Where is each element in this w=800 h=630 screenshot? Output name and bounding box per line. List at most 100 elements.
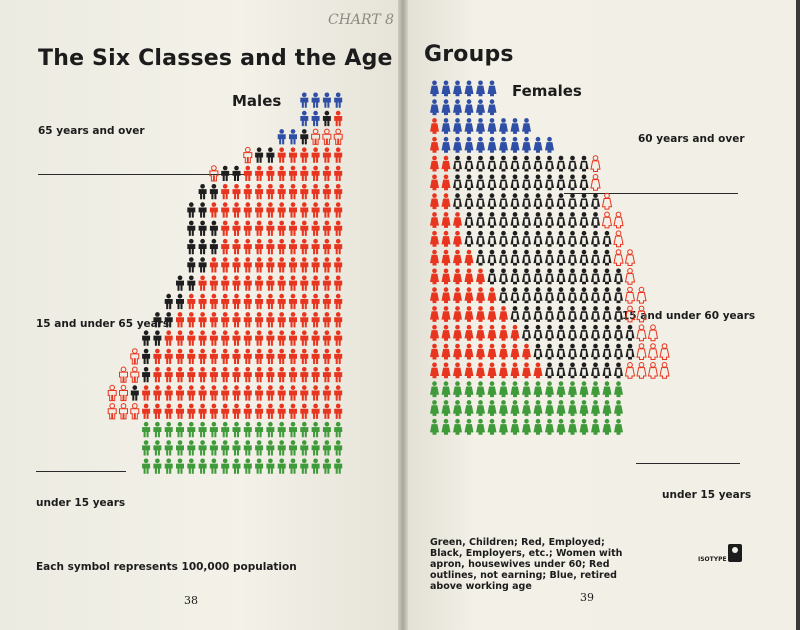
male-symbol-employed (322, 293, 331, 310)
female-symbol-employed (430, 324, 439, 341)
male-symbol-employed (277, 293, 286, 310)
female-symbol-children (464, 381, 474, 398)
female-symbol-housewives (476, 174, 485, 191)
male-symbol-employed (277, 202, 286, 218)
female-symbol-housewives (510, 306, 520, 322)
male-symbol-employers (209, 238, 218, 255)
male-symbol-employed (289, 293, 297, 310)
male-symbol-employed (334, 184, 343, 200)
male-symbol-children (209, 458, 218, 474)
male-symbol-employed (243, 348, 252, 364)
male-symbol-employed (209, 202, 218, 218)
male-symbol-employed (322, 220, 331, 236)
female-symbol-housewives (625, 343, 635, 360)
female-symbol-employed (499, 343, 508, 360)
female-symbol-employed (476, 287, 485, 304)
male-symbol-employed (277, 257, 286, 273)
female-symbol-housewives (522, 287, 531, 304)
female-symbol-housewives (579, 268, 589, 285)
female-symbol-housewives (579, 287, 589, 304)
female-symbol-housewives (579, 212, 589, 228)
male-symbol-not-earning (119, 403, 128, 420)
male-symbol-not-earning (130, 366, 140, 383)
male-symbol-retired (311, 110, 320, 127)
male-symbol-employed (277, 385, 286, 401)
male-symbol-employed (221, 385, 230, 401)
male-symbol-children (277, 440, 286, 456)
female-symbol-housewives (568, 268, 577, 285)
male-symbol-employers (255, 147, 264, 163)
male-symbol-employed (153, 367, 162, 383)
female-symbol-housewives (522, 324, 531, 341)
male-symbol-employed (255, 165, 264, 181)
male-symbol-employed (334, 257, 343, 273)
female-symbol-children (602, 400, 612, 416)
female-symbol-housewives (556, 287, 566, 304)
male-symbol-children (277, 421, 286, 438)
male-symbol-employed (334, 220, 343, 236)
male-symbol-employed (209, 293, 218, 310)
female-symbol-children (510, 400, 520, 416)
male-symbol-employed (311, 330, 320, 346)
male-symbol-employed (289, 385, 297, 401)
female-symbol-housewives (510, 230, 520, 247)
male-symbol-employed (300, 165, 309, 181)
male-symbol-employed (209, 312, 218, 328)
male-symbol-children (164, 458, 173, 474)
female-symbol-housewives (499, 268, 508, 285)
male-symbol-children (221, 440, 230, 456)
female-symbol-children (522, 400, 531, 416)
female-symbol-housewives (568, 324, 577, 341)
male-symbol-employed (255, 293, 264, 310)
female-symbol-housewives (476, 212, 485, 228)
female-symbol-retired (453, 80, 462, 97)
female-symbol-children (579, 400, 589, 416)
female-symbol-employed (499, 362, 508, 379)
male-symbol-employed (164, 403, 173, 419)
female-symbol-children (545, 418, 554, 435)
female-symbol-housewives (579, 306, 589, 322)
female-symbol-children (441, 400, 451, 416)
male-symbol-employed (277, 312, 286, 328)
female-symbol-not-earning (636, 324, 647, 342)
female-symbol-children (453, 400, 462, 416)
male-symbol-employed (153, 403, 162, 419)
female-symbol-children (533, 418, 543, 435)
pencil-note: CHART 8 (328, 12, 395, 28)
male-symbol-employed (300, 238, 309, 255)
female-symbol-retired (476, 118, 485, 134)
male-symbol-employed (334, 403, 343, 419)
female-symbol-employed (464, 306, 474, 322)
male-symbol-employed (232, 403, 241, 419)
female-symbol-not-earning (647, 362, 659, 379)
female-symbol-housewives (545, 287, 554, 304)
male-divider-bottom (36, 471, 126, 472)
page-number-right: 39 (580, 591, 594, 604)
male-symbol-children (266, 421, 275, 438)
male-symbol-children (198, 458, 207, 474)
female-symbol-children (556, 400, 566, 416)
female-symbol-housewives (522, 174, 531, 191)
male-symbol-not-earning (243, 146, 253, 164)
male-symbol-children (198, 421, 207, 438)
male-symbol-children (153, 440, 162, 456)
male-symbol-employed (322, 330, 331, 346)
female-symbol-not-earning (613, 211, 624, 229)
scale-note: Each symbol represents 100,000 populatio… (36, 561, 297, 573)
male-symbol-employed (232, 293, 241, 310)
male-symbol-employed (243, 403, 252, 419)
male-symbol-children (255, 440, 264, 456)
female-symbol-employed (499, 306, 508, 322)
male-symbol-employers (187, 257, 196, 273)
male-symbol-employers (209, 184, 218, 200)
male-symbol-children (187, 440, 196, 456)
female-symbol-children (522, 418, 531, 435)
female-symbol-retired (476, 80, 485, 97)
male-symbol-employed (311, 238, 320, 255)
female-symbol-housewives (556, 324, 566, 341)
male-symbol-employed (277, 330, 286, 346)
male-symbol-children (164, 421, 173, 438)
female-symbol-housewives (545, 343, 554, 360)
female-symbol-housewives (602, 249, 612, 266)
female-symbol-children (510, 381, 520, 398)
